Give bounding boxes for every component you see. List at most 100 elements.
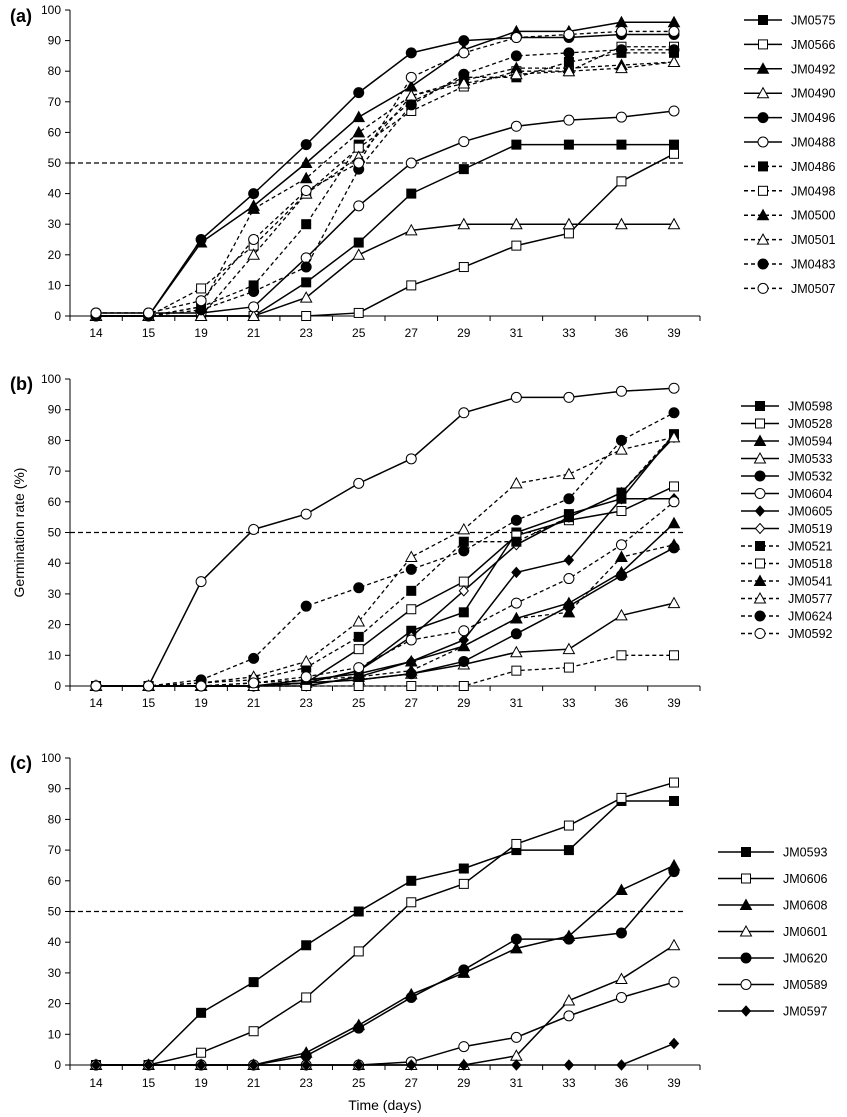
legend-label: JM0507 <box>791 282 836 296</box>
legend-label: JM0496 <box>791 111 836 125</box>
data-point <box>353 1022 365 1034</box>
series-line <box>96 436 675 687</box>
data-point <box>615 111 627 123</box>
data-point <box>563 114 575 126</box>
data-point <box>300 671 312 683</box>
legend-item: JM0490 <box>744 86 836 101</box>
series-JM0498 <box>91 41 679 321</box>
legend-item: JM0507 <box>744 282 836 296</box>
data-point <box>248 652 260 664</box>
data-point <box>458 35 470 47</box>
data-point <box>615 550 628 563</box>
y-tick-label: 10 <box>48 278 62 292</box>
data-point <box>458 545 470 557</box>
data-point <box>615 883 628 896</box>
legend-item: JM0486 <box>744 160 836 174</box>
data-point <box>299 156 313 168</box>
legend-label: JM0592 <box>788 627 833 641</box>
data-point <box>668 1037 680 1050</box>
legend-label: JM0566 <box>791 38 836 52</box>
legend-label: JM0606 <box>783 872 828 886</box>
legend-item: JM0624 <box>741 610 833 624</box>
data-point <box>668 25 680 37</box>
x-tick-label: 27 <box>405 1076 419 1090</box>
series-line <box>96 46 674 317</box>
legend-label: JM0498 <box>791 184 836 198</box>
data-point <box>667 217 681 230</box>
series-line <box>96 52 674 317</box>
series-JM0620 <box>90 866 680 1071</box>
data-point <box>510 514 522 526</box>
data-point <box>248 977 259 988</box>
x-tick-label: 31 <box>510 1076 524 1090</box>
legend-item: JM0492 <box>744 62 836 76</box>
y-tick-label: 30 <box>48 966 62 980</box>
legend-label: JM0541 <box>788 575 833 589</box>
y-tick-label: 100 <box>41 751 61 765</box>
series-JM0608 <box>89 858 681 1070</box>
data-point <box>510 628 522 640</box>
data-point <box>667 538 681 550</box>
legend-label: JM0501 <box>791 233 836 247</box>
legend-swatch-marker <box>754 488 766 499</box>
data-point <box>353 946 364 957</box>
y-tick-label: 50 <box>48 526 62 540</box>
data-point <box>510 645 523 658</box>
data-point <box>616 487 627 498</box>
legend-label: JM0620 <box>783 952 828 966</box>
data-point <box>669 481 679 492</box>
data-point <box>406 897 417 908</box>
series-line <box>96 412 675 687</box>
data-point <box>300 139 312 151</box>
y-tick-label: 60 <box>48 125 62 139</box>
legend-item: JM0532 <box>741 470 833 484</box>
legend-item: JM0519 <box>741 522 833 536</box>
data-point <box>669 139 679 150</box>
x-tick-label: 15 <box>142 326 156 340</box>
data-point <box>510 32 522 44</box>
data-point <box>563 228 574 239</box>
data-point <box>194 309 208 321</box>
legend-label: JM0605 <box>788 505 833 519</box>
legend-item: JM0518 <box>741 557 833 571</box>
series-line <box>96 981 675 1066</box>
legend-label: JM0598 <box>788 400 833 414</box>
legend-item: JM0533 <box>741 451 833 466</box>
legend-swatch-marker <box>740 952 752 964</box>
data-point <box>510 933 522 945</box>
series-line <box>96 1042 675 1066</box>
y-tick-label: 10 <box>48 648 62 662</box>
data-point <box>406 681 417 691</box>
legend: JM0575 JM0566 JM0492 JM0490 JM0496 JM0488 JM04… <box>744 14 836 296</box>
x-tick-label: 25 <box>352 1076 366 1090</box>
data-point <box>458 964 470 976</box>
x-tick-label: 21 <box>247 1076 261 1090</box>
data-point <box>668 496 680 508</box>
legend-swatch-marker <box>757 136 769 148</box>
legend-item: JM0606 <box>718 872 828 886</box>
legend-item: JM0577 <box>741 591 833 606</box>
y-tick-label: 80 <box>48 64 62 78</box>
legend-item: JM0488 <box>744 136 836 150</box>
data-point <box>563 554 575 566</box>
data-point <box>195 304 207 316</box>
data-point <box>352 670 366 682</box>
data-point <box>616 506 627 517</box>
x-tick-label: 23 <box>300 696 314 710</box>
legend: JM0598 JM0528 JM0594 JM0533 JM0532 JM0604 JM06… <box>741 400 833 641</box>
legend-item: JM0496 <box>744 111 836 125</box>
data-point <box>405 47 417 59</box>
data-point <box>562 605 576 618</box>
data-point <box>457 76 471 89</box>
series-line <box>96 485 675 687</box>
data-point <box>248 301 260 313</box>
data-point <box>90 680 102 692</box>
data-point <box>667 55 681 68</box>
data-point <box>511 139 522 150</box>
data-point <box>458 1059 469 1071</box>
data-point <box>510 1031 522 1043</box>
data-point <box>196 1047 207 1058</box>
data-point <box>143 1059 154 1071</box>
data-point <box>248 286 260 298</box>
legend-swatch-marker <box>755 418 765 429</box>
